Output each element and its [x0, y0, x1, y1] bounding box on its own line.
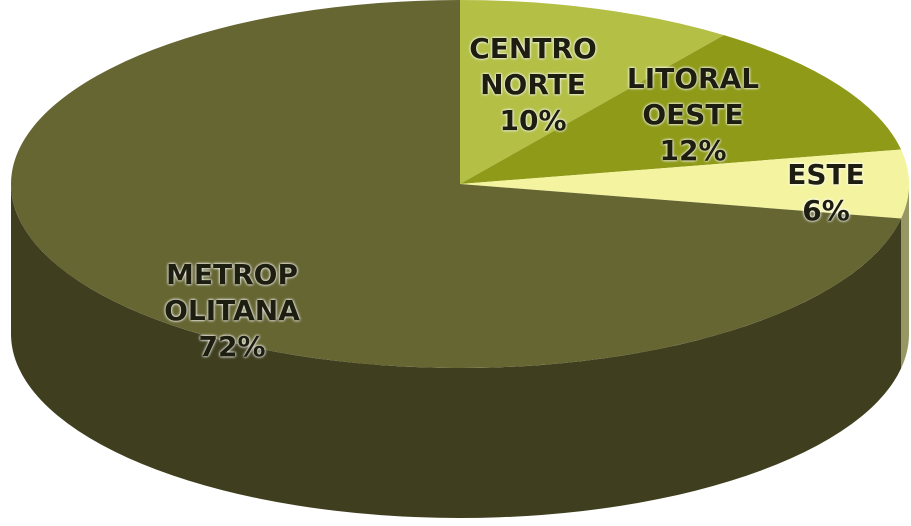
- category-label: ESTE: [787, 158, 865, 191]
- value-label: 6%: [802, 194, 850, 227]
- slice: [460, 0, 724, 184]
- value-label: 72%: [198, 330, 266, 363]
- category-label: METROPOLITANA: [164, 258, 300, 327]
- value-label: 12%: [659, 134, 727, 167]
- value-label: 10%: [499, 104, 567, 137]
- slice-label: ESTE 6%: [771, 157, 881, 229]
- slice-side: [11, 184, 902, 519]
- slice-side: [901, 184, 909, 369]
- slice: [460, 35, 902, 185]
- slice: [460, 149, 910, 219]
- category-label: LITORAL OESTE: [626, 62, 760, 131]
- slice-label: LITORAL OESTE 12%: [606, 61, 781, 169]
- category-label: CENTRO NORTE: [469, 32, 597, 101]
- slice-label: CENTRO NORTE 10%: [458, 31, 608, 139]
- slice: [11, 0, 902, 368]
- slice-label: METROPOLITANA 72%: [155, 257, 310, 365]
